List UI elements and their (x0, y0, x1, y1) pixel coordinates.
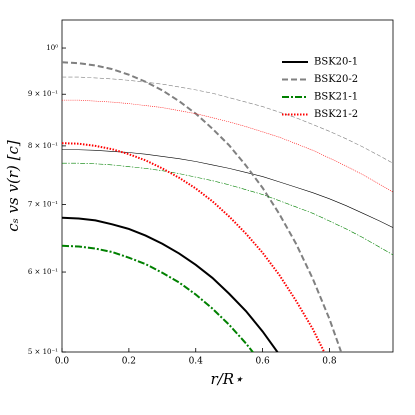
sound-speed-line (62, 149, 393, 228)
sound-speed-line (62, 99, 393, 193)
x-tick-label: 0.6 (255, 357, 270, 367)
y-tick-label: 5 × 10⁻¹ (28, 348, 58, 356)
velocity-line (62, 61, 343, 352)
legend-label: BSK20-1 (314, 57, 358, 68)
y-tick-label: 10⁰ (46, 44, 58, 52)
y-tick-label: 7 × 10⁻¹ (28, 200, 58, 208)
x-tick-label: 0.4 (189, 357, 204, 367)
legend-label: BSK21-2 (314, 109, 358, 120)
x-axis-label: r/R⋆ (211, 370, 244, 388)
sound-speed-line (62, 162, 393, 256)
y-tick-label: 8 × 10⁻¹ (28, 142, 58, 150)
plot-area (62, 61, 393, 352)
velocity-line (62, 244, 255, 352)
y-tick-label: 9 × 10⁻¹ (28, 90, 58, 98)
legend-label: BSK20-2 (314, 74, 358, 85)
y-tick-label: 6 × 10⁻¹ (28, 268, 58, 276)
plot-frame (61, 19, 394, 353)
x-tick-label: 0.8 (322, 357, 337, 367)
x-tick-label: 0.0 (55, 357, 70, 367)
legend-label: BSK21-1 (314, 92, 358, 103)
sound-speed-line (62, 76, 393, 164)
velocity-line (62, 142, 326, 352)
x-tick-label: 0.2 (122, 357, 136, 367)
velocity-line (62, 216, 279, 352)
y-axis-label: cₛ vs v(r) [c] (4, 140, 22, 232)
